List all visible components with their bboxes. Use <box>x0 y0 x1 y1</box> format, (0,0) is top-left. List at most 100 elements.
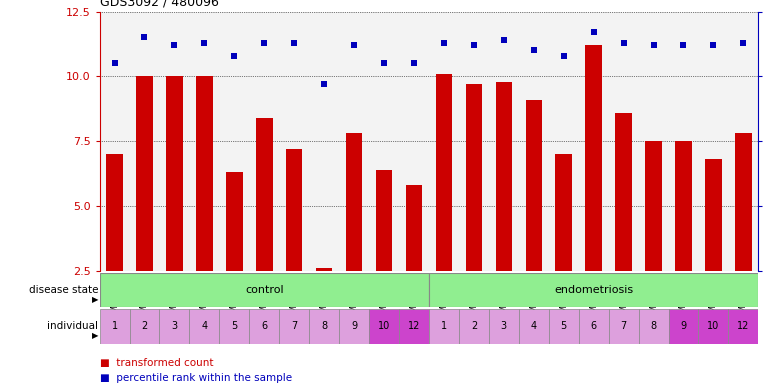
Bar <box>399 12 429 271</box>
Point <box>348 42 360 48</box>
Point <box>318 81 330 87</box>
Bar <box>459 12 489 271</box>
Bar <box>639 309 669 344</box>
Text: 10: 10 <box>378 321 390 331</box>
Text: 1: 1 <box>441 321 447 331</box>
Bar <box>735 133 751 271</box>
Bar <box>519 12 548 271</box>
Bar <box>309 12 339 271</box>
Bar <box>578 12 609 271</box>
Bar <box>489 309 519 344</box>
Bar <box>189 12 219 271</box>
Text: 2: 2 <box>142 321 148 331</box>
Text: 12: 12 <box>408 321 421 331</box>
Bar <box>639 12 669 271</box>
Bar <box>609 12 639 271</box>
Bar <box>669 12 699 271</box>
Bar <box>548 12 578 271</box>
Text: 6: 6 <box>591 321 597 331</box>
Point <box>228 53 241 59</box>
Text: 3: 3 <box>501 321 507 331</box>
Text: disease state: disease state <box>28 285 98 295</box>
Bar <box>280 309 309 344</box>
Text: ▶: ▶ <box>92 295 98 304</box>
Text: 4: 4 <box>531 321 537 331</box>
Point <box>677 42 689 48</box>
Text: 12: 12 <box>737 321 750 331</box>
Text: 4: 4 <box>201 321 208 331</box>
Text: 1: 1 <box>112 321 118 331</box>
Bar <box>106 154 123 271</box>
Point <box>378 60 390 66</box>
Text: control: control <box>245 285 283 295</box>
Bar <box>159 12 189 271</box>
Point <box>617 40 630 46</box>
Bar <box>369 309 399 344</box>
Bar <box>226 172 243 271</box>
Bar <box>519 309 548 344</box>
Bar <box>376 170 392 271</box>
Bar <box>316 268 332 271</box>
Bar <box>578 309 609 344</box>
Text: 8: 8 <box>650 321 656 331</box>
Text: individual: individual <box>47 321 98 331</box>
Bar <box>615 113 632 271</box>
Text: ■  percentile rank within the sample: ■ percentile rank within the sample <box>100 373 292 383</box>
Text: 7: 7 <box>620 321 627 331</box>
Bar <box>466 84 482 271</box>
Point <box>169 42 181 48</box>
Text: 6: 6 <box>261 321 267 331</box>
Text: 9: 9 <box>680 321 686 331</box>
Bar <box>219 309 249 344</box>
Point <box>198 40 211 46</box>
Bar <box>585 45 602 271</box>
Bar <box>346 133 362 271</box>
Point <box>737 40 749 46</box>
Bar <box>496 81 512 271</box>
Point <box>588 29 600 35</box>
Bar <box>429 12 459 271</box>
Bar <box>129 12 159 271</box>
Bar <box>280 12 309 271</box>
Text: 3: 3 <box>172 321 178 331</box>
Text: 5: 5 <box>231 321 237 331</box>
Bar <box>100 309 129 344</box>
Bar <box>219 12 249 271</box>
Bar <box>699 309 728 344</box>
Point <box>498 37 510 43</box>
Point <box>558 53 570 59</box>
Text: 10: 10 <box>707 321 719 331</box>
Bar <box>669 309 699 344</box>
Bar <box>548 309 578 344</box>
Bar <box>429 273 758 307</box>
Bar <box>436 74 452 271</box>
Point <box>528 47 540 53</box>
Bar <box>699 12 728 271</box>
Bar <box>459 309 489 344</box>
Text: 8: 8 <box>321 321 327 331</box>
Text: GDS3092 / 480096: GDS3092 / 480096 <box>100 0 218 9</box>
Bar <box>705 159 722 271</box>
Bar <box>406 185 422 271</box>
Bar <box>429 309 459 344</box>
Point <box>647 42 660 48</box>
Text: 9: 9 <box>351 321 357 331</box>
Bar <box>100 273 429 307</box>
Bar <box>525 99 542 271</box>
Bar <box>339 309 369 344</box>
Bar <box>728 309 758 344</box>
Point <box>139 35 151 41</box>
Bar <box>609 309 639 344</box>
Bar <box>555 154 572 271</box>
Text: endometriosis: endometriosis <box>554 285 633 295</box>
Bar <box>100 12 129 271</box>
Bar <box>676 141 692 271</box>
Bar <box>369 12 399 271</box>
Bar <box>309 309 339 344</box>
Bar <box>159 309 189 344</box>
Bar <box>286 149 303 271</box>
Point <box>288 40 300 46</box>
Point <box>258 40 270 46</box>
Bar <box>166 76 182 271</box>
Text: 2: 2 <box>471 321 477 331</box>
